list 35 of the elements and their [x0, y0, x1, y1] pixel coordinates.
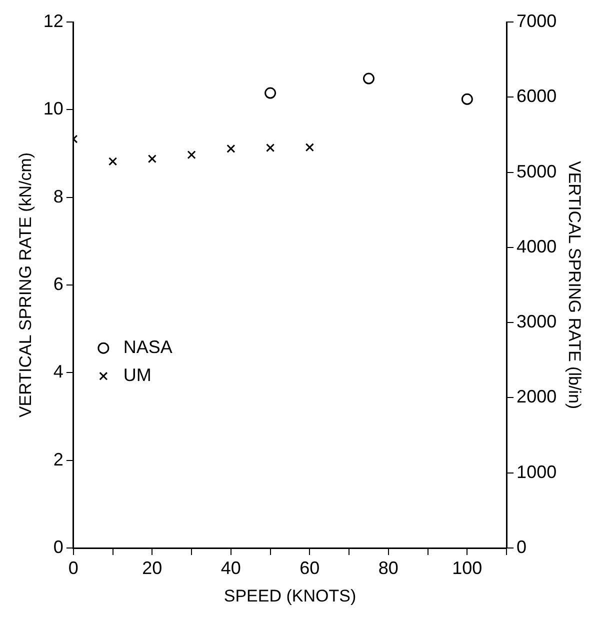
- x-tick-label: 20: [142, 558, 162, 578]
- x-tick-label: 0: [68, 558, 78, 578]
- x-tick-label: 80: [378, 558, 398, 578]
- y2-tick-label: 6000: [516, 86, 557, 106]
- point: [305, 143, 314, 152]
- legend-label: NASA: [123, 337, 172, 358]
- point: [187, 150, 196, 160]
- y-tick-label: 4: [53, 362, 64, 382]
- point: [266, 144, 275, 152]
- point: [264, 87, 276, 99]
- y2-tick-label: 5000: [516, 161, 557, 182]
- y2-tick-label: 3000: [516, 312, 557, 332]
- x-axis-title: SPEED (KNOTS): [224, 586, 356, 606]
- y-tick-label: 0: [53, 536, 64, 557]
- y2-tick-label: 2000: [516, 386, 557, 407]
- y-tick-label: 6: [53, 274, 64, 294]
- y-tick-label: 8: [53, 186, 64, 206]
- y2-tick-label: 4000: [516, 236, 557, 256]
- x-tick-label: 100: [452, 558, 482, 578]
- y2-tick-label: 1000: [516, 462, 557, 482]
- legend-label: UM: [123, 365, 152, 386]
- point: [148, 154, 156, 164]
- y2-tick-label: 0: [516, 536, 527, 557]
- y-tick-label: 12: [43, 10, 64, 31]
- point: [461, 93, 473, 105]
- x-tick-label: 40: [220, 558, 241, 578]
- y-tick-label: 10: [43, 98, 64, 119]
- y-tick-label: 2: [53, 449, 64, 470]
- x-tick-label: 60: [300, 558, 320, 578]
- point: [226, 144, 236, 153]
- point: [362, 72, 374, 84]
- y2-axis-title: VERTICAL SPRING RATE (lb/in): [565, 160, 584, 410]
- point: [108, 157, 118, 166]
- y2-tick-label: 7000: [516, 10, 557, 31]
- y-axis-title: VERTICAL SPRING RATE (kN/cm): [16, 152, 35, 418]
